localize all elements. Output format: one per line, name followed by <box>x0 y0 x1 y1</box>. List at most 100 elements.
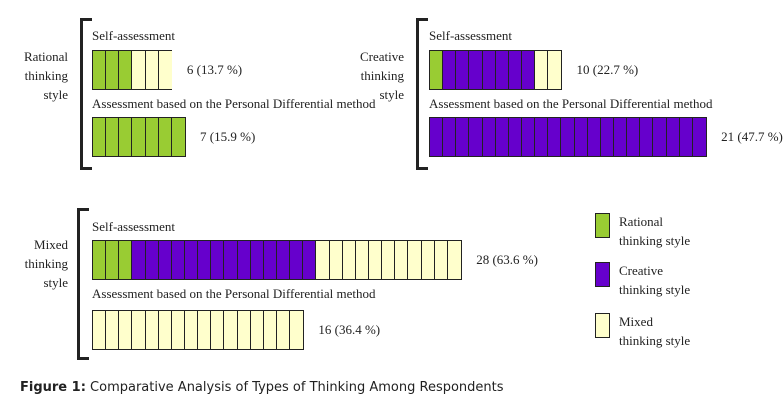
unit-cell-creative <box>482 118 496 156</box>
unit-cell-creative <box>535 118 549 156</box>
unit-cell-creative <box>495 118 509 156</box>
figure-caption: Figure 1: Comparative Analysis of Types … <box>20 380 504 395</box>
unit-cell-rational <box>106 118 120 156</box>
unit-cell-mixed <box>316 241 330 279</box>
unit-cell-mixed <box>184 311 199 349</box>
unit-cell-rational <box>119 118 133 156</box>
unit-cell-mixed <box>548 51 562 89</box>
unit-cell-mixed <box>250 311 264 349</box>
unit-cell-rational <box>171 118 185 156</box>
unit-cell-mixed <box>132 51 146 89</box>
unit-cell-mixed <box>224 311 238 349</box>
legend-label: Creative thinking style <box>619 263 691 297</box>
unit-cell-creative <box>469 118 483 156</box>
unit-cell-mixed <box>237 311 251 349</box>
unit-cell-rational <box>158 118 172 156</box>
unit-cell-creative <box>600 118 614 156</box>
unit-cell-creative <box>263 241 277 279</box>
group-bracket <box>416 18 428 170</box>
unit-cell-mixed <box>395 241 409 279</box>
unit-cell-rational <box>93 51 107 89</box>
unit-cell-mixed <box>119 311 133 349</box>
unit-cell-creative <box>184 241 199 279</box>
unit-cell-mixed <box>290 311 304 349</box>
unit-cell-creative <box>653 118 667 156</box>
unit-bar <box>92 240 462 280</box>
unit-cell-mixed <box>342 241 356 279</box>
unit-cell-rational <box>119 51 133 89</box>
unit-cell-rational <box>119 241 133 279</box>
value-label: 21 (47.7 %) <box>721 129 783 144</box>
unit-cell-rational <box>93 241 107 279</box>
group-label: Mixed thinking style <box>24 237 68 290</box>
unit-cell-mixed <box>434 241 448 279</box>
group-bracket <box>80 18 92 170</box>
unit-cell-creative <box>303 241 317 279</box>
unit-cell-creative <box>666 118 680 156</box>
unit-cell-creative <box>290 241 304 279</box>
row-label: Self-assessment <box>92 219 176 234</box>
unit-cell-rational <box>106 241 120 279</box>
value-label: 28 (63.6 %) <box>476 252 538 267</box>
unit-cell-creative <box>171 241 185 279</box>
unit-cell-mixed <box>132 311 146 349</box>
unit-cell-creative <box>495 51 509 89</box>
unit-cell-creative <box>237 241 251 279</box>
unit-cell-mixed <box>93 311 107 349</box>
unit-cell-creative <box>508 51 522 89</box>
unit-cell-mixed <box>145 311 159 349</box>
unit-cell-creative <box>430 118 444 156</box>
legend-swatch-creative <box>595 262 610 287</box>
unit-cell-creative <box>443 118 457 156</box>
unit-cell-creative <box>456 51 470 89</box>
unit-cell-rational <box>145 118 159 156</box>
group-label: Creative thinking style <box>359 49 404 102</box>
unit-cell-mixed <box>329 241 343 279</box>
caption-prefix: Figure 1: <box>20 380 86 395</box>
caption-text: Comparative Analysis of Types of Thinkin… <box>85 380 504 395</box>
unit-cell-creative <box>561 118 575 156</box>
unit-cell-creative <box>145 241 159 279</box>
unit-cell-rational <box>132 118 146 156</box>
unit-cell-creative <box>521 118 536 156</box>
unit-cell-creative <box>508 118 522 156</box>
unit-cell-creative <box>132 241 146 279</box>
group-bracket <box>77 208 89 360</box>
unit-cell-mixed <box>447 241 461 279</box>
unit-cell-mixed <box>211 311 225 349</box>
unit-cell-mixed <box>421 241 435 279</box>
unit-bar <box>429 117 707 157</box>
unit-cell-creative <box>613 118 628 156</box>
value-label: 7 (15.9 %) <box>200 129 256 144</box>
unit-cell-creative <box>469 51 483 89</box>
unit-cell-mixed <box>368 241 383 279</box>
unit-cell-creative <box>587 118 601 156</box>
unit-cell-creative <box>158 241 172 279</box>
unit-cell-rational <box>93 118 107 156</box>
unit-cell-creative <box>250 241 264 279</box>
legend-swatch-mixed <box>595 313 610 338</box>
unit-cell-rational <box>106 51 120 89</box>
legend-swatch-rational <box>595 213 610 238</box>
unit-cell-creative <box>627 118 641 156</box>
row-label: Assessment based on the Personal Differe… <box>92 286 376 301</box>
unit-cell-creative <box>679 118 693 156</box>
unit-cell-mixed <box>171 311 185 349</box>
unit-cell-creative <box>276 241 291 279</box>
unit-cell-creative <box>640 118 654 156</box>
row-label: Assessment based on the Personal Differe… <box>429 96 713 111</box>
unit-cell-mixed <box>263 311 277 349</box>
unit-bar <box>92 310 304 350</box>
unit-cell-mixed <box>145 51 159 89</box>
unit-cell-creative <box>574 118 588 156</box>
row-label: Assessment based on the Personal Differe… <box>92 96 376 111</box>
value-label: 10 (22.7 %) <box>576 62 639 77</box>
unit-cell-mixed <box>276 311 291 349</box>
unit-bar <box>92 50 173 90</box>
value-label: 6 (13.7 %) <box>186 62 243 77</box>
unit-cell-creative <box>548 118 562 156</box>
unit-bar <box>92 117 186 157</box>
unit-cell-mixed <box>106 311 120 349</box>
unit-cell-creative <box>482 51 496 89</box>
group-label: Rational thinking style <box>23 49 68 102</box>
